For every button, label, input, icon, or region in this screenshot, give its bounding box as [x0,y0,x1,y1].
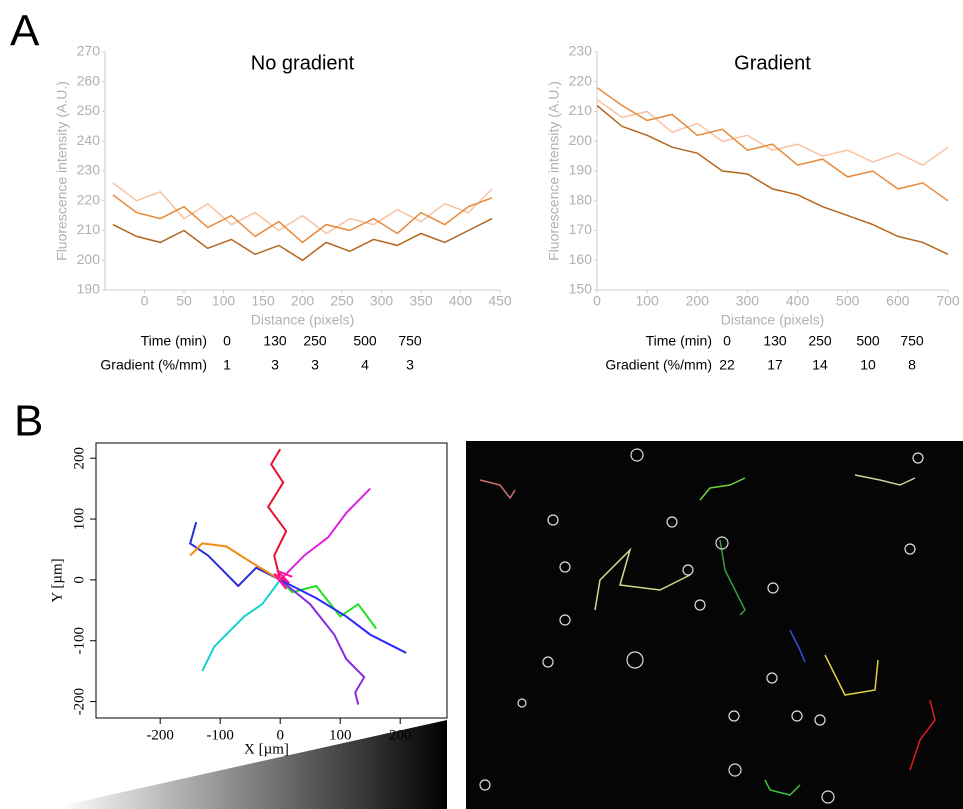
y-tick-label: 200 [71,447,87,470]
table-cell: 3 [271,357,279,373]
y-tick-label: 200 [77,251,101,267]
y-tick-label: 190 [77,281,101,297]
series-line [279,579,366,705]
row-label: Time (min) [646,333,712,349]
row-label: Gradient (%/mm) [100,357,207,373]
table-cell: 0 [723,333,731,349]
x-axis-label: Distance (pixels) [251,312,354,328]
x-tick-label: -100 [206,727,234,743]
panel-label: B [14,397,43,446]
x-tick-label: 0 [141,293,149,309]
y-axis-label: Y [µm] [49,558,65,602]
x-tick-label: 100 [212,293,236,309]
y-tick-label: 220 [77,191,101,207]
series-line [279,579,378,630]
table-cell: 3 [311,357,319,373]
y-tick-label: 250 [77,102,101,118]
x-tick-label: 300 [370,293,394,309]
y-tick-label: 220 [569,72,593,88]
y-tick-label: 260 [77,72,101,88]
table-cell: 14 [812,357,828,373]
x-tick-label: 300 [736,293,760,309]
x-tick-label: 100 [329,727,352,743]
y-tick-label: -100 [71,627,87,655]
x-tick-label: -200 [146,727,174,743]
y-tick-label: 180 [569,191,593,207]
series-line [112,217,493,262]
chart-title: No gradient [251,52,355,74]
x-tick-label: 600 [886,293,910,309]
microscopy-image [466,441,963,809]
x-tick-label: 350 [409,293,433,309]
y-tick-label: 100 [71,508,87,531]
panel-label: A [10,7,40,56]
series-line [273,569,293,590]
table-cell: 130 [763,333,787,349]
chart-title: Gradient [734,52,811,74]
y-tick-label: 270 [77,43,101,59]
y-tick-label: -200 [71,688,87,716]
table-cell: 8 [908,357,916,373]
series-line [189,521,281,588]
x-tick-label: 150 [251,293,275,309]
series-line [596,87,949,202]
x-tick-label: 400 [786,293,810,309]
plot-frame [95,442,448,719]
table-cell: 22 [719,357,735,373]
table-cell: 250 [808,333,832,349]
x-tick-label: 500 [836,293,860,309]
x-tick-label: 0 [276,727,284,743]
series-line [266,448,288,581]
x-tick-label: 400 [449,293,473,309]
y-tick-label: 230 [77,162,101,178]
y-tick-label: 160 [569,251,593,267]
series-line [189,542,281,581]
y-tick-label: 200 [569,132,593,148]
table-cell: 0 [223,333,231,349]
x-tick-label: 450 [488,293,512,309]
table-cell: 750 [900,333,924,349]
y-tick-label: 0 [71,576,87,584]
table-cell: 250 [303,333,327,349]
table-cell: 17 [767,357,783,373]
series-line [201,579,282,672]
series-line [596,98,949,166]
series-line [596,104,949,255]
table-cell: 10 [860,357,876,373]
x-tick-label: 200 [291,293,315,309]
y-tick-label: 170 [569,221,593,237]
x-tick-label: 700 [936,293,960,309]
x-axis-label: Distance (pixels) [721,312,824,328]
table-cell: 130 [263,333,287,349]
x-tick-label: 0 [593,293,601,309]
x-tick-label: 250 [330,293,354,309]
x-tick-label: 200 [686,293,710,309]
x-axis-label: X [µm] [244,741,289,757]
y-tick-label: 190 [569,162,593,178]
y-axis-label: Fluorescence intensity (A.U.) [546,81,562,261]
series-line [112,182,493,235]
y-tick-label: 240 [77,132,101,148]
series-line [279,487,371,581]
table-cell: 3 [406,357,414,373]
y-tick-label: 210 [569,102,593,118]
row-label: Time (min) [141,333,207,349]
x-tick-label: 100 [635,293,659,309]
gradient-wedge [60,720,447,809]
y-axis-label: Fluorescence intensity (A.U.) [54,81,70,261]
table-cell: 1 [223,357,231,373]
table-cell: 500 [353,333,377,349]
row-label: Gradient (%/mm) [605,357,712,373]
y-tick-label: 230 [569,43,593,59]
x-tick-label: 50 [176,293,192,309]
y-tick-label: 210 [77,221,101,237]
series-line [279,579,407,654]
table-cell: 750 [398,333,422,349]
x-tick-label: 200 [389,727,412,743]
table-cell: 4 [361,357,369,373]
y-tick-label: 150 [569,281,593,297]
series-line [112,194,493,244]
table-cell: 500 [856,333,880,349]
